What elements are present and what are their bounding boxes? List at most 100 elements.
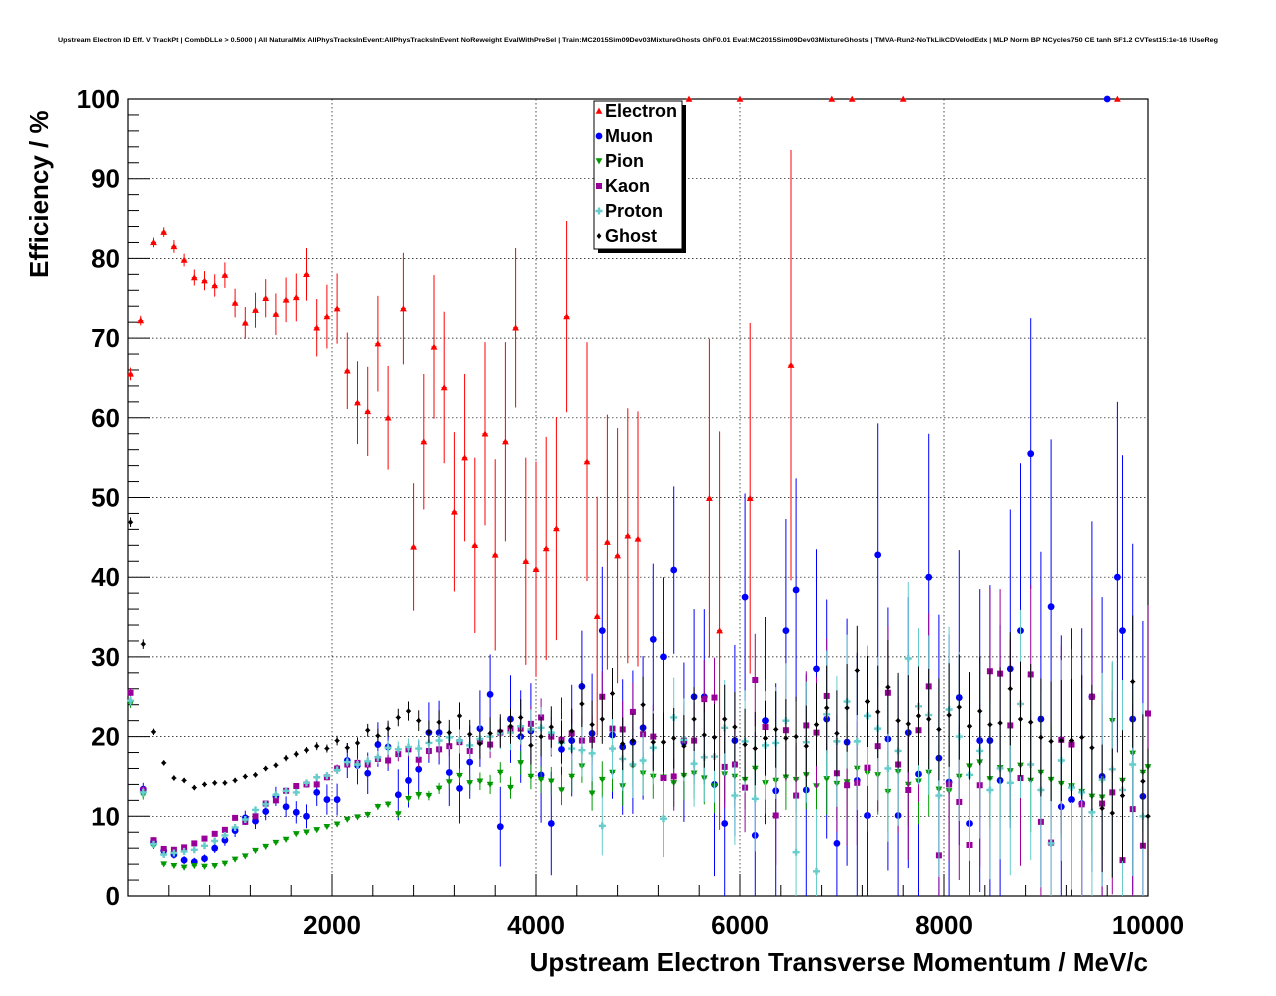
data-layer bbox=[127, 95, 1152, 896]
legend-marker bbox=[596, 233, 602, 239]
data-point bbox=[553, 525, 560, 532]
data-point bbox=[232, 777, 238, 784]
data-point bbox=[292, 294, 300, 301]
data-point bbox=[936, 726, 942, 733]
data-point bbox=[741, 593, 749, 601]
data-point bbox=[435, 737, 443, 745]
data-point bbox=[997, 720, 1003, 727]
legend-marker bbox=[595, 158, 603, 165]
data-point bbox=[221, 831, 229, 839]
data-point bbox=[252, 817, 259, 825]
legend-marker bbox=[595, 132, 603, 140]
data-point bbox=[282, 296, 290, 303]
data-point bbox=[456, 772, 463, 780]
data-point bbox=[426, 728, 432, 735]
data-point bbox=[231, 299, 239, 306]
data-point bbox=[354, 814, 361, 821]
data-point bbox=[211, 282, 219, 289]
data-point bbox=[833, 839, 841, 847]
data-point bbox=[792, 586, 800, 594]
data-point bbox=[385, 725, 391, 732]
data-point bbox=[241, 319, 249, 326]
data-point bbox=[1103, 95, 1111, 103]
data-point bbox=[191, 784, 197, 791]
data-point bbox=[466, 780, 474, 787]
data-point bbox=[170, 862, 178, 870]
data-point bbox=[170, 849, 178, 857]
data-point bbox=[467, 731, 473, 738]
y-axis-ticks: 0 10 20 30 40 50 60 70 80 90 100 bbox=[77, 84, 150, 911]
data-point bbox=[650, 739, 656, 746]
data-point bbox=[333, 305, 341, 312]
data-point bbox=[303, 829, 310, 836]
data-point bbox=[436, 719, 442, 726]
y-tick-label: 40 bbox=[91, 562, 120, 592]
data-point bbox=[895, 717, 901, 724]
data-point bbox=[1140, 778, 1146, 785]
y-tick-label: 10 bbox=[91, 801, 120, 831]
data-point bbox=[180, 864, 188, 871]
data-point bbox=[262, 800, 270, 808]
data-point bbox=[660, 653, 667, 661]
data-point bbox=[180, 256, 188, 263]
data-point bbox=[598, 776, 606, 784]
data-point bbox=[589, 721, 595, 728]
data-point bbox=[313, 781, 320, 788]
data-point bbox=[201, 863, 208, 870]
data-point bbox=[456, 737, 463, 745]
data-point bbox=[792, 848, 800, 856]
data-point bbox=[752, 677, 759, 684]
data-point bbox=[537, 776, 545, 784]
data-point bbox=[201, 277, 208, 284]
data-point bbox=[583, 458, 591, 465]
data-point bbox=[598, 627, 606, 634]
data-point bbox=[496, 769, 504, 776]
data-point bbox=[405, 796, 412, 803]
legend-marker bbox=[595, 207, 603, 215]
data-point bbox=[374, 804, 382, 811]
data-point bbox=[415, 792, 423, 799]
data-point bbox=[588, 790, 596, 797]
data-point bbox=[406, 708, 411, 715]
data-point bbox=[263, 765, 269, 772]
data-point bbox=[935, 792, 943, 800]
data-point bbox=[272, 797, 279, 804]
data-point bbox=[486, 690, 494, 698]
data-point bbox=[333, 796, 341, 803]
data-point bbox=[620, 740, 626, 747]
data-point bbox=[813, 665, 820, 673]
legend-label: Muon bbox=[605, 126, 653, 146]
x-tick-label: 2000 bbox=[303, 910, 361, 940]
data-point bbox=[588, 749, 596, 757]
data-point bbox=[1145, 710, 1151, 717]
data-point bbox=[848, 95, 856, 102]
data-point bbox=[457, 712, 462, 719]
data-point bbox=[793, 733, 799, 740]
data-point bbox=[293, 783, 300, 790]
data-point bbox=[834, 730, 840, 737]
series-ghost bbox=[128, 517, 1151, 885]
data-point bbox=[272, 310, 280, 317]
data-point bbox=[272, 839, 280, 847]
data-point bbox=[221, 826, 228, 833]
data-point bbox=[640, 701, 646, 708]
data-point bbox=[231, 856, 239, 863]
data-point bbox=[190, 274, 198, 281]
data-point bbox=[181, 777, 187, 784]
data-point bbox=[304, 747, 309, 754]
legend-marker bbox=[595, 107, 603, 114]
legend-label: Ghost bbox=[605, 226, 657, 246]
data-point bbox=[190, 846, 198, 854]
data-point bbox=[451, 508, 458, 515]
data-point bbox=[1099, 805, 1105, 812]
data-point bbox=[1018, 716, 1023, 723]
data-point bbox=[569, 728, 575, 735]
data-point bbox=[364, 757, 372, 765]
data-point bbox=[1038, 734, 1044, 741]
data-point bbox=[661, 739, 666, 746]
data-point bbox=[773, 726, 779, 733]
data-point bbox=[763, 735, 768, 742]
data-point bbox=[415, 745, 423, 753]
data-point bbox=[476, 778, 484, 785]
data-point bbox=[604, 538, 611, 545]
